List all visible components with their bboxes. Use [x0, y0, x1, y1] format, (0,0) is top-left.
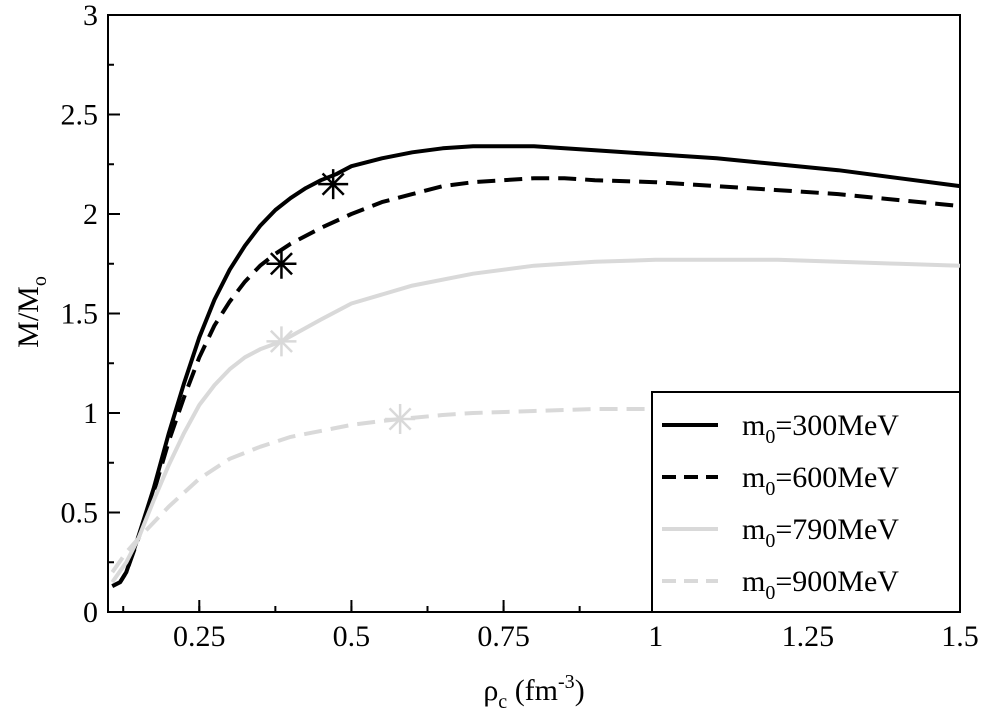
legend-label-900: m0=900MeV	[742, 565, 899, 604]
x-tick-label: 0.75	[477, 620, 530, 653]
y-axis-label: M/Mo	[12, 276, 51, 348]
marker-layer	[266, 169, 416, 434]
series-line-600	[111, 176, 961, 588]
x-tick-label: 0.25	[173, 620, 226, 653]
series-layer	[110, 144, 961, 588]
series-line-790	[110, 257, 961, 584]
y-tick-label: 3	[83, 0, 98, 32]
x-tick-label: 0.5	[333, 620, 371, 653]
y-tick-label: 1.5	[61, 298, 99, 331]
y-tick-label: 0.5	[61, 497, 99, 530]
y-tick-label: 0	[83, 596, 98, 629]
series-marker-900	[385, 403, 416, 434]
series-marker-790	[266, 326, 297, 357]
x-tick-label: 1.5	[941, 620, 979, 653]
series-line-900	[110, 405, 687, 574]
legend-label-300: m0=300MeV	[742, 409, 899, 448]
y-tick-label: 1	[83, 397, 98, 430]
legend-label-600: m0=600MeV	[742, 461, 899, 500]
x-axis-ticks: 0.25 0.5 0.75 1 1.25 1.5	[122, 600, 979, 653]
series-line-300	[111, 144, 961, 588]
legend-box	[651, 391, 961, 613]
y-axis-ticks: 0 0.5 1 1.5 2 2.5 3	[61, 0, 120, 629]
x-axis-label: ρc (fm-3)	[483, 671, 584, 713]
x-tick-label: 1	[648, 620, 663, 653]
x-tick-label: 1.25	[782, 620, 835, 653]
series-marker-300	[318, 169, 349, 200]
y-tick-label: 2	[83, 198, 98, 231]
legend-label-790: m0=790MeV	[742, 513, 899, 552]
series-marker-600	[266, 248, 297, 279]
legend: m0=300MeV m0=600MeV m0=790MeV m0=900MeV	[651, 391, 961, 613]
y-tick-label: 2.5	[61, 99, 99, 132]
